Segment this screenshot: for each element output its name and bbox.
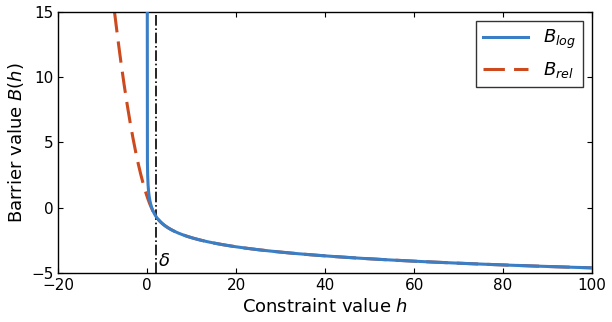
$B_{log}$ bbox=[354, 256, 361, 260]
$B_{rel}$ bbox=[337, 255, 345, 259]
$B_{log}$ bbox=[144, 10, 151, 14]
$B_{log}$ bbox=[559, 265, 567, 269]
$B_{log}$ bbox=[462, 261, 469, 265]
$B_{rel}$ bbox=[111, 9, 118, 13]
$B_{rel}$ bbox=[148, 206, 155, 210]
Y-axis label: Barrier value $B(h)$: Barrier value $B(h)$ bbox=[6, 62, 26, 223]
$B_{rel}$ bbox=[316, 253, 323, 257]
$B_{rel}$ bbox=[472, 262, 480, 266]
$B_{log}$ bbox=[429, 260, 436, 264]
X-axis label: Constraint value $h$: Constraint value $h$ bbox=[242, 298, 408, 317]
$B_{rel}$ bbox=[553, 265, 561, 269]
$B_{rel}$ bbox=[588, 266, 595, 270]
Legend: $B_{log}$, $B_{rel}$: $B_{log}$, $B_{rel}$ bbox=[476, 21, 583, 87]
Line: $B_{rel}$: $B_{rel}$ bbox=[114, 11, 592, 268]
$B_{log}$ bbox=[412, 259, 420, 263]
$B_{log}$ bbox=[588, 266, 595, 270]
$B_{rel}$ bbox=[464, 262, 471, 266]
Text: $\delta$: $\delta$ bbox=[159, 252, 171, 270]
$B_{log}$ bbox=[255, 248, 262, 251]
Line: $B_{log}$: $B_{log}$ bbox=[147, 12, 592, 268]
